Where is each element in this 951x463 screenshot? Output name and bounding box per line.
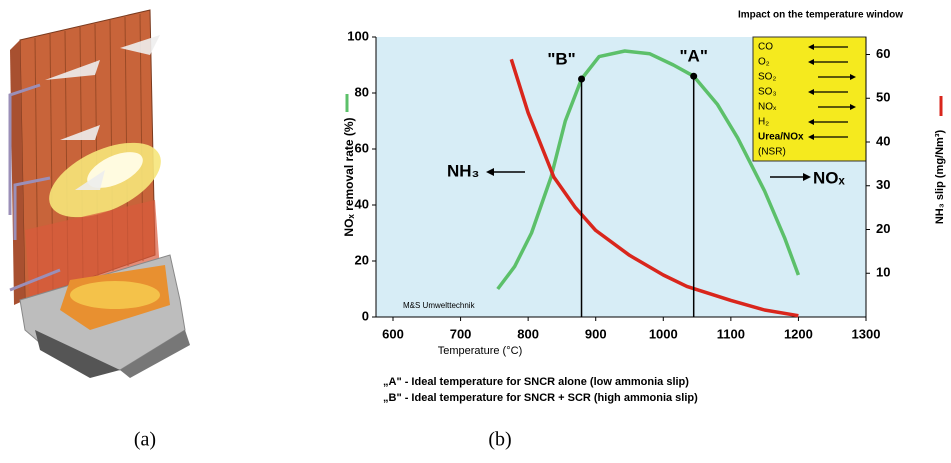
annotation-dot — [578, 75, 586, 83]
legend-arrow-head — [808, 119, 814, 125]
y2-axis-title: NH₃ slip (mg/Nm³) — [934, 130, 946, 225]
y-tick-label: 0 — [362, 308, 369, 323]
annotation-label: "B" — [547, 49, 575, 68]
x-tick-label: 800 — [517, 326, 539, 341]
legend-arrow-head — [850, 104, 856, 110]
arrow-head — [486, 168, 494, 176]
legend-box-bg — [752, 36, 867, 162]
x-tick-label: 900 — [585, 326, 607, 341]
legend-box: CO O₂ SO₂ SO₃ NOₓ H₂ Urea/NOx (NSR) — [752, 36, 867, 162]
legend-arrow-head — [808, 134, 814, 140]
y-tick-label: 80 — [355, 84, 369, 99]
y-axis-title: NOₓ removal rate (%) — [342, 117, 356, 236]
x-tick-label: 1000 — [649, 326, 678, 341]
legend-item: SO₂ — [758, 72, 776, 83]
figure-title: Impact on the temperature window — [738, 10, 903, 21]
y-tick-label: 20 — [355, 252, 369, 267]
legend-item: H₂ — [758, 117, 769, 128]
legend-arrow-head — [808, 44, 814, 50]
y2-tick-label: 10 — [876, 265, 890, 280]
x-tick-label: 1300 — [852, 326, 881, 341]
x-tick-label: 700 — [450, 326, 472, 341]
note: „A" - Ideal temperature for SNCR alone (… — [383, 376, 689, 388]
x-tick-label: 1200 — [784, 326, 813, 341]
y-tick-label: 60 — [355, 140, 369, 155]
y2-tick-label: 60 — [876, 46, 890, 61]
legend-arrow-head — [808, 59, 814, 65]
boiler-illustration — [8, 9, 190, 378]
line-series — [496, 49, 801, 291]
y2-tick-label: 20 — [876, 221, 890, 236]
y-tick-label: 40 — [355, 196, 369, 211]
credit: M&S Umwelttechnik — [403, 301, 476, 310]
arrow-label: NH₃ — [447, 161, 479, 180]
legend-item: O₂ — [758, 57, 770, 68]
legend-item: CO — [758, 42, 773, 53]
x-axis-title: Temperature (°C) — [438, 345, 522, 357]
x-tick-label: 600 — [382, 326, 404, 341]
x-tick-label: 1100 — [717, 326, 745, 341]
note: „B" - Ideal temperature for SNCR + SCR (… — [383, 392, 698, 404]
line-series — [509, 58, 799, 318]
y2-tick-label: 50 — [876, 90, 890, 105]
arrow-head — [803, 173, 811, 181]
y2-tick-label: 40 — [876, 133, 890, 148]
annotation-label: "A" — [679, 47, 707, 66]
arrow-label: NOₓ — [813, 168, 846, 187]
annotation-dot — [690, 72, 698, 80]
panel-label: (b) — [488, 429, 511, 451]
legend-item: NOₓ — [758, 102, 777, 113]
panel-label: (a) — [134, 429, 156, 451]
legend-arrow-head — [808, 89, 814, 95]
y-tick-label: 100 — [347, 28, 369, 43]
y2-tick-label: 30 — [876, 177, 890, 192]
legend-item: SO₃ — [758, 87, 777, 98]
legend-item: (NSR) — [758, 147, 786, 158]
legend-item: Urea/NOx — [758, 132, 804, 143]
legend-arrow-head — [850, 74, 856, 80]
